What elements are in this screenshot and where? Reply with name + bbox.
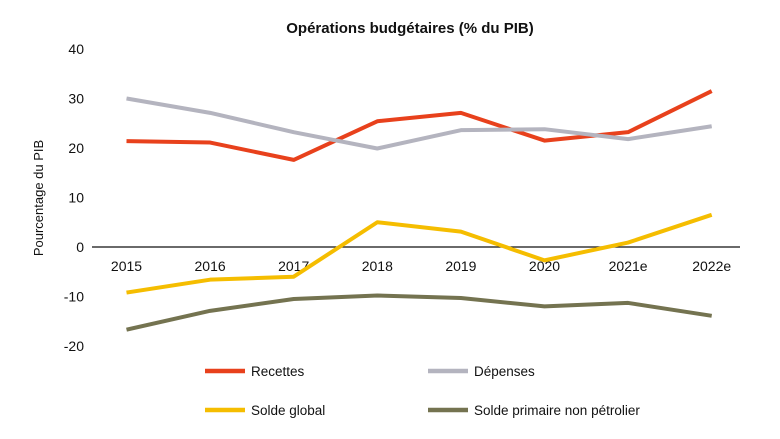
series-line-2: [126, 212, 713, 295]
y-tick-label: -10: [64, 289, 84, 305]
y-tick-label: -20: [64, 338, 84, 354]
y-tick-label: 30: [68, 91, 84, 107]
y-tick-label: 20: [68, 140, 84, 156]
x-tick-label: 2020: [529, 258, 560, 274]
series-line-1: [126, 96, 713, 151]
y-tick-label: 10: [68, 190, 84, 206]
x-tick-label: 2018: [362, 258, 393, 274]
legend-label: Solde global: [251, 403, 325, 418]
series-line-0: [126, 89, 713, 162]
x-tick-label: 2019: [445, 258, 476, 274]
series-line-3: [126, 293, 713, 332]
x-tick-label: 2016: [195, 258, 226, 274]
y-axis-label: Pourcentage du PIB: [31, 140, 46, 256]
y-tick-label: 0: [76, 239, 84, 255]
x-tick-label: 2015: [111, 258, 142, 274]
legend-label: Dépenses: [474, 364, 535, 379]
x-tick-label: 2021e: [609, 258, 648, 274]
chart-title: Opérations budgétaires (% du PIB): [286, 20, 534, 37]
y-tick-label: 40: [68, 41, 84, 57]
x-tick-label: 2022e: [692, 258, 731, 274]
legend-label: Recettes: [251, 364, 305, 379]
legend-label: Solde primaire non pétrolier: [474, 403, 640, 418]
